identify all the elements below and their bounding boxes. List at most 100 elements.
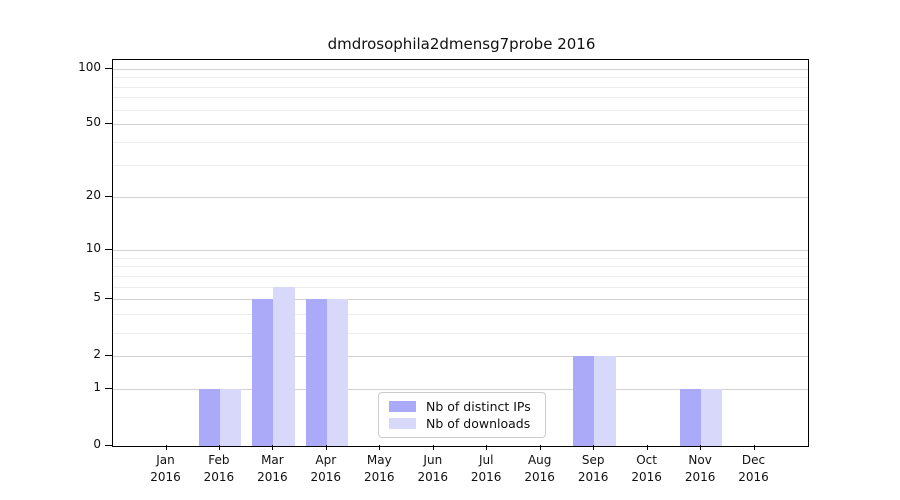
y-tickmark-20 — [105, 195, 112, 197]
x-tick-year: 2016 — [364, 470, 395, 485]
x-tickmark-mar — [272, 445, 274, 450]
x-tick-label-jan: Jan 2016 — [136, 452, 196, 487]
x-tick-year: 2016 — [524, 470, 555, 485]
gridline-20 — [113, 196, 808, 198]
y-tickmark-50 — [105, 123, 112, 125]
x-tick-month: Jan — [156, 453, 175, 467]
legend-swatch-distinct-ips — [389, 400, 416, 412]
x-tick-label-nov: Nov 2016 — [670, 452, 730, 487]
bar-apr-distinct-ips — [305, 299, 327, 446]
x-tick-month: Nov — [688, 453, 712, 467]
x-tick-label-sep: Sep 2016 — [563, 452, 623, 487]
x-tick-month: Dec — [741, 453, 766, 467]
x-tick-label-oct: Oct 2016 — [617, 452, 677, 487]
x-tick-month: Sep — [581, 453, 605, 467]
bar-sep-distinct-ips — [572, 356, 595, 446]
x-tick-year: 2016 — [257, 470, 288, 485]
gridline-100 — [113, 68, 808, 70]
x-tick-label-jun: Jun 2016 — [403, 452, 463, 487]
gridline-80 — [113, 86, 808, 88]
x-tick-label-feb: Feb 2016 — [189, 452, 249, 487]
gridline-4 — [113, 314, 808, 316]
x-tick-year: 2016 — [738, 470, 769, 485]
legend-label-downloads: Nb of downloads — [426, 416, 531, 432]
bar-feb-downloads — [219, 389, 242, 446]
x-tick-month: Oct — [636, 453, 657, 467]
bar-feb-distinct-ips — [198, 389, 220, 446]
x-tickmark-feb — [218, 445, 220, 450]
x-tick-label-aug: Aug 2016 — [510, 452, 570, 487]
y-tickmark-10 — [105, 248, 112, 250]
x-tickmark-sep — [593, 445, 595, 450]
x-tick-year: 2016 — [577, 470, 609, 485]
gridline-90 — [113, 77, 808, 78]
y-tickmark-2 — [105, 355, 112, 357]
gridline-10 — [113, 249, 808, 251]
y-tick-label-20: 20 — [85, 187, 101, 202]
x-tick-label-jul: Jul 2016 — [456, 452, 516, 487]
x-tickmark-dec — [753, 445, 755, 450]
x-tick-year: 2016 — [684, 470, 716, 485]
x-tick-month: Apr — [315, 453, 337, 467]
legend-row-downloads: Nb of downloads — [389, 416, 535, 431]
x-tick-month: May — [366, 453, 392, 467]
y-tick-label-50: 50 — [85, 115, 101, 130]
x-tickmark-jun — [432, 445, 434, 450]
gridline-40 — [113, 142, 808, 144]
x-tick-year: 2016 — [310, 470, 342, 485]
x-tickmark-may — [379, 445, 381, 450]
bar-mar-distinct-ips — [252, 299, 274, 446]
x-tick-label-may: May 2016 — [349, 452, 409, 487]
y-tick-label-0: 0 — [93, 437, 101, 451]
y-tickmark-1 — [105, 388, 112, 390]
x-tick-month: Mar — [261, 453, 284, 467]
x-tick-year: 2016 — [203, 470, 235, 485]
gridline-3 — [113, 332, 808, 334]
x-tickmark-oct — [646, 445, 648, 450]
x-tickmark-apr — [325, 445, 327, 450]
x-tickmark-aug — [539, 445, 541, 450]
x-tickmark-jan — [165, 445, 167, 450]
x-tick-year: 2016 — [470, 470, 502, 485]
y-tick-label-2: 2 — [93, 347, 101, 362]
y-tickmark-5 — [105, 298, 112, 300]
gridline-2 — [113, 356, 808, 358]
x-tick-year: 2016 — [417, 470, 449, 485]
gridline-7 — [113, 275, 808, 277]
y-tick-label-5: 5 — [93, 290, 101, 305]
y-tick-label-100: 100 — [78, 59, 101, 74]
x-tick-year: 2016 — [631, 470, 662, 485]
chart-title: dmdrosophila2dmensg7probe 2016 — [327, 35, 596, 53]
y-tickmark-100 — [105, 67, 112, 69]
bar-nov-downloads — [701, 389, 723, 446]
gridline-8 — [113, 266, 808, 268]
y-tickmark-0 — [105, 445, 112, 446]
legend: Nb of distinct IPs Nb of downloads — [378, 392, 546, 438]
legend-swatch-downloads — [389, 418, 416, 430]
bar-sep-downloads — [594, 356, 616, 446]
bar-nov-distinct-ips — [679, 389, 702, 446]
x-tick-month: Jul — [478, 453, 494, 467]
gridline-50 — [113, 124, 808, 126]
x-tick-label-mar: Mar 2016 — [242, 452, 302, 487]
x-tick-month: Feb — [208, 453, 230, 467]
gridline-5 — [113, 299, 808, 301]
y-tick-label-10: 10 — [85, 240, 101, 255]
x-tickmark-jul — [486, 445, 488, 450]
x-tick-year: 2016 — [150, 470, 181, 485]
gridline-60 — [113, 109, 808, 111]
plot-area — [112, 59, 809, 447]
gridline-9 — [113, 257, 808, 259]
y-tick-label-1: 1 — [93, 380, 101, 395]
x-tick-month: Aug — [527, 453, 552, 467]
x-tick-label-dec: Dec 2016 — [724, 452, 784, 487]
gridline-1 — [113, 389, 808, 391]
gridline-30 — [113, 165, 808, 167]
gridline-70 — [113, 97, 808, 99]
x-tick-label-apr: Apr 2016 — [296, 452, 356, 487]
legend-row-distinct-ips: Nb of distinct IPs — [389, 399, 535, 414]
x-tickmark-nov — [700, 445, 702, 450]
bar-apr-downloads — [326, 299, 349, 446]
legend-label-distinct-ips: Nb of distinct IPs — [426, 398, 531, 414]
